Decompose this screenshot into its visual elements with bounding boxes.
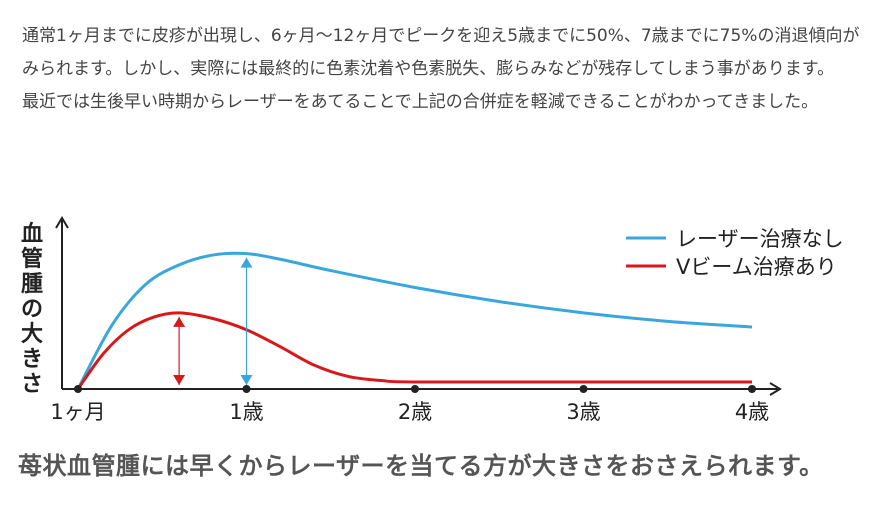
legend-label: レーザー治療なし bbox=[676, 227, 844, 251]
x-tick-dot bbox=[242, 385, 251, 393]
y-axis-label: 血管腫の大きさ bbox=[14, 222, 50, 397]
x-tick-dot bbox=[74, 385, 82, 393]
x-tick-dot bbox=[748, 385, 756, 393]
y-axis-label-char: さ bbox=[20, 372, 43, 397]
legend-label: Vビーム治療あり bbox=[676, 255, 837, 279]
x-tick-label: 1ヶ月 bbox=[50, 400, 105, 424]
x-tick-label: 1歳 bbox=[229, 400, 263, 424]
x-tick-dot bbox=[579, 385, 588, 393]
intro-text: 通常1ヶ月までに皮疹が出現し、6ヶ月～12ヶ月でピークを迎え5歳までに50%、7… bbox=[22, 20, 872, 119]
chart-caption: 苺状血管腫には早くからレーザーを当てる方が大きさをおさえられます。 bbox=[18, 452, 824, 480]
y-axis-label-char: 腫 bbox=[20, 272, 43, 297]
y-axis-label-char: 管 bbox=[20, 247, 43, 272]
peak-arrow-head-bottom bbox=[240, 375, 253, 385]
y-axis-arrowhead bbox=[55, 216, 69, 229]
y-axis-label-char: の bbox=[20, 297, 43, 322]
y-axis-label-char: 血 bbox=[20, 222, 43, 247]
peak-arrow-head-top bbox=[173, 316, 186, 327]
x-tick-label: 3歳 bbox=[566, 400, 600, 424]
peak-arrow-head-bottom bbox=[173, 375, 186, 385]
x-axis-arrowhead bbox=[769, 382, 782, 396]
intro-paragraph-2: 最近では生後早い時期からレーザーをあてることで上記の合併症を軽減できることがわか… bbox=[22, 92, 819, 112]
intro-paragraph-1: 通常1ヶ月までに皮疹が出現し、6ヶ月～12ヶ月でピークを迎え5歳までに50%、7… bbox=[22, 26, 860, 79]
size-comparison-chart: 1ヶ月 1歳 2歳 3歳 4歳 レーザー治療なし Vビーム治療あり bbox=[50, 216, 844, 424]
series-line-no-treatment bbox=[76, 251, 753, 390]
x-tick-label: 4歳 bbox=[735, 400, 769, 424]
x-tick-label: 2歳 bbox=[398, 400, 432, 424]
peak-arrow-head-top bbox=[240, 257, 253, 268]
series-line-vbeam-treatment bbox=[76, 311, 752, 390]
y-axis-label-char: 大 bbox=[20, 322, 43, 347]
y-axis-label-char: き bbox=[20, 347, 43, 372]
x-tick-dot bbox=[411, 385, 419, 393]
